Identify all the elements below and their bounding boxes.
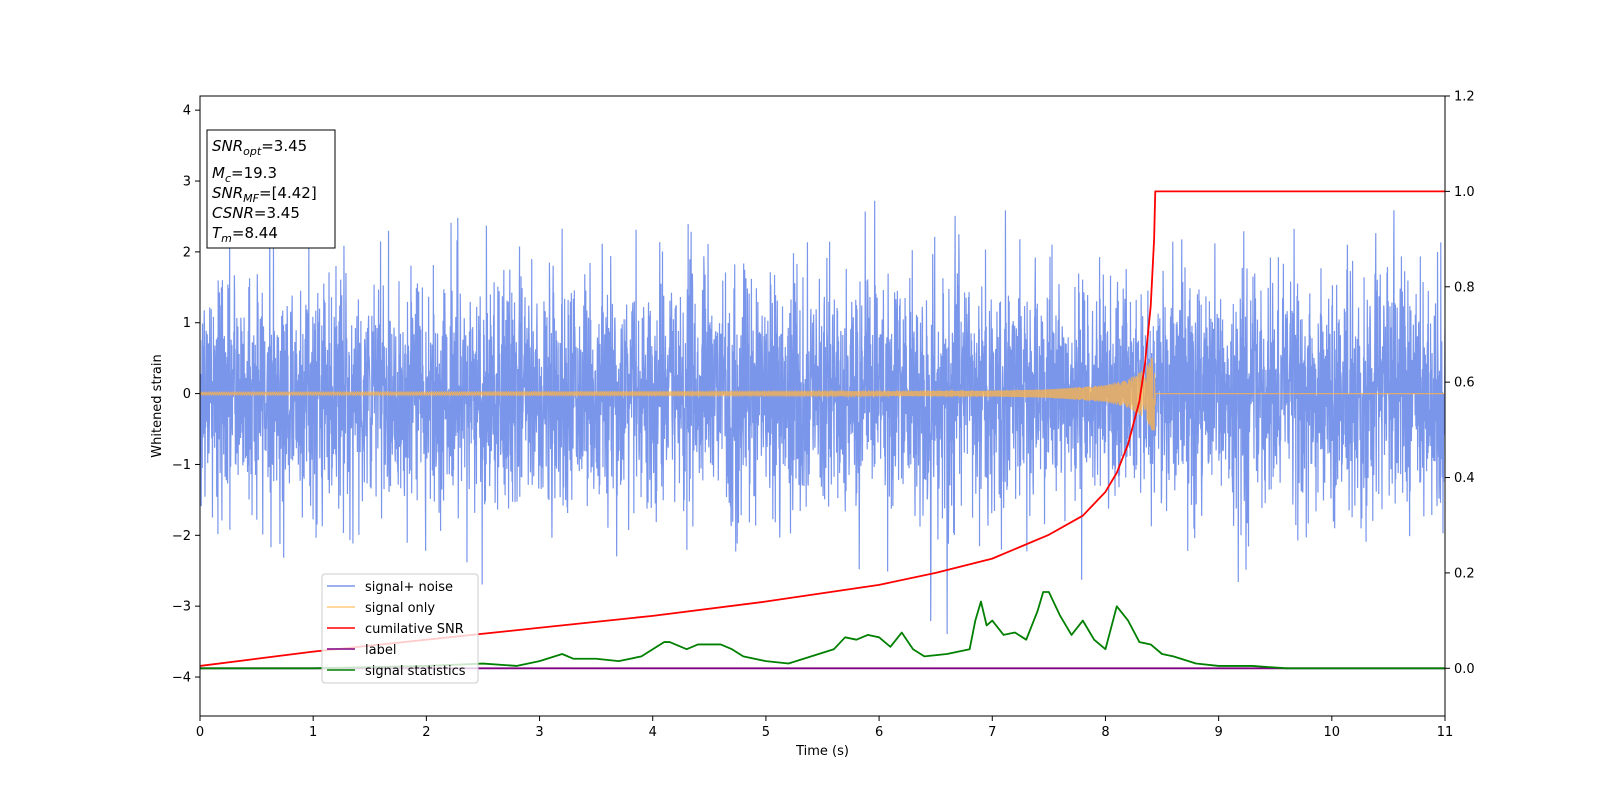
x-tick-label: 8 xyxy=(1101,725,1109,740)
y-tick-label: 3 xyxy=(183,175,191,190)
x-tick-label: 9 xyxy=(1214,725,1222,740)
annotation-tm: Tm=8.44 xyxy=(212,224,278,245)
y-tick-label: 4 xyxy=(183,104,191,119)
x-axis-label: Time (s) xyxy=(795,744,849,759)
legend-label: signal only xyxy=(365,601,435,616)
y-tick-label: −4 xyxy=(172,671,191,686)
y-tick-label: 0 xyxy=(183,387,191,402)
y2-tick-label: 0.6 xyxy=(1454,376,1475,391)
signal-statistics-line xyxy=(200,591,1445,670)
snr-mf-value: [4.42] xyxy=(272,184,317,202)
legend: signal+ noise signal only cumilative SNR… xyxy=(321,573,479,684)
x-tick-label: 5 xyxy=(762,725,770,740)
y2-tick-label: 0.2 xyxy=(1454,566,1475,581)
legend-label: label xyxy=(365,643,396,658)
legend-item: signal+ noise xyxy=(327,580,453,595)
y2-tick-label: 1.0 xyxy=(1454,185,1475,200)
y2-tick-label: 1.2 xyxy=(1454,90,1475,105)
axes: 0 1 2 3 4 5 6 7 8 9 10 11 −4 −3 −2 −1 0 1 2 3 4 0.0 0.2 0.4 0.6 0… xyxy=(172,90,1475,741)
legend-frame xyxy=(321,573,479,684)
x-tick-label: 6 xyxy=(875,725,883,740)
legend-item: signal only xyxy=(327,601,435,616)
y2-tick-label: 0.4 xyxy=(1454,471,1475,486)
y-tick-label: −3 xyxy=(172,600,191,615)
x-tick-label: 0 xyxy=(196,725,204,740)
annotation-snr-opt: SNRopt=3.45 xyxy=(212,137,307,158)
mc-value: 19.3 xyxy=(244,164,277,182)
y2-tick-label: 0.0 xyxy=(1454,662,1475,677)
csnr-value: 3.45 xyxy=(267,204,300,222)
signal-noise-series xyxy=(200,200,1445,635)
annotation-csnr: CSNR=3.45 xyxy=(212,204,300,222)
signal-only-line xyxy=(200,357,1445,431)
annotation-mc: Mc=19.3 xyxy=(212,164,277,185)
legend-label: cumilative SNR xyxy=(365,622,464,637)
legend-item: cumilative SNR xyxy=(327,622,464,637)
signal-only-series xyxy=(200,357,1445,431)
snr-opt-value: 3.45 xyxy=(274,137,307,155)
y-tick-label: −2 xyxy=(172,529,191,544)
y-tick-label: −1 xyxy=(172,458,191,473)
y2-tick-label: 0.8 xyxy=(1454,280,1475,295)
signal-noise-line xyxy=(200,200,1445,635)
x-tick-label: 3 xyxy=(535,725,543,740)
x-tick-label: 11 xyxy=(1437,725,1454,740)
x-tick-label: 1 xyxy=(309,725,317,740)
legend-item: signal statistics xyxy=(327,664,466,679)
x-tick-label: 4 xyxy=(649,725,657,740)
y-tick-label: 1 xyxy=(183,316,191,331)
tm-value: 8.44 xyxy=(244,224,277,242)
y-axis-label: Whitened strain xyxy=(150,354,165,457)
legend-label: signal statistics xyxy=(365,664,466,679)
x-tick-label: 2 xyxy=(422,725,430,740)
plot-frame xyxy=(199,95,1446,717)
annotation-frame xyxy=(206,129,336,249)
y-tick-label: 2 xyxy=(183,245,191,260)
annotation-snr-mf: SNRMF=[4.42] xyxy=(212,184,317,205)
annotation-box: SNRopt=3.45 Mc=19.3 SNRMF=[4.42] CSNR=3.… xyxy=(206,129,336,249)
legend-label: signal+ noise xyxy=(365,580,453,595)
x-tick-label: 7 xyxy=(988,725,996,740)
legend-item: label xyxy=(327,643,396,658)
x-tick-label: 10 xyxy=(1324,725,1341,740)
